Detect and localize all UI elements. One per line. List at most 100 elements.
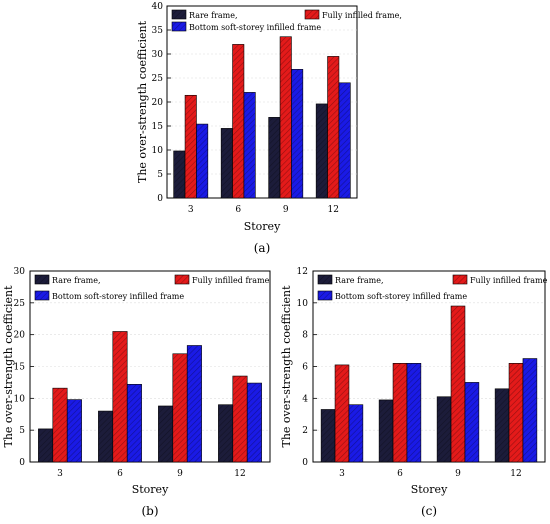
y-tick-label: 25 [14, 299, 26, 309]
y-tick-label: 15 [152, 122, 164, 132]
bar-hatch [172, 353, 188, 462]
bar-hatch [112, 331, 128, 462]
legend-swatch-hatch [175, 275, 189, 284]
y-tick-label: 20 [152, 98, 164, 108]
bar-hatch [98, 411, 113, 462]
y-tick-label: 0 [302, 458, 308, 468]
y-tick-label: 25 [152, 74, 164, 84]
y-axis-title: The over-strength coefficient [280, 285, 293, 448]
y-axis-title: The over-strength coefficient [2, 285, 15, 448]
legend-swatch-hatch [172, 10, 186, 19]
bar-hatch [291, 69, 303, 198]
x-tick-label: 9 [455, 469, 461, 479]
y-tick-label: 10 [152, 146, 164, 156]
x-tick-label: 12 [510, 469, 521, 479]
bar-hatch [67, 399, 82, 462]
bar-hatch [187, 345, 202, 462]
y-tick-label: 0 [19, 458, 25, 468]
bar-hatch [393, 363, 407, 462]
x-tick-label: 12 [234, 469, 245, 479]
y-tick-label: 5 [157, 170, 163, 180]
x-tick-label: 3 [57, 469, 63, 479]
y-tick-label: 10 [14, 394, 26, 404]
x-tick-label: 9 [177, 469, 183, 479]
bar-hatch [158, 405, 173, 462]
bar-hatch [247, 383, 262, 462]
y-tick-label: 20 [14, 331, 26, 341]
x-axis-title: Storey [132, 483, 169, 496]
bar-hatch [348, 404, 363, 462]
y-tick-label: 5 [19, 426, 25, 436]
legend-swatch-hatch [35, 275, 49, 284]
y-tick-label: 40 [152, 2, 164, 12]
bar-hatch [406, 363, 421, 462]
legend-label: Rare frame, [52, 276, 101, 285]
chart-panel-3: 0 2 4 6 8 10 12 3 6 9 12 Rare frame, Fully infilled … [280, 267, 548, 518]
legend-swatch-hatch [453, 275, 467, 284]
y-tick-label: 8 [302, 331, 308, 341]
legend-label: Fully infilled frame [470, 276, 548, 285]
bar-hatch [335, 364, 349, 462]
legend-swatch-hatch [318, 291, 332, 300]
bar-hatch [509, 363, 523, 462]
y-tick-label: 10 [297, 299, 309, 309]
bar-hatch [280, 36, 292, 198]
chart-panel-1: 0 5 10 15 20 25 30 35 40 3 6 9 12 Rare frame, Fully in… [136, 2, 402, 255]
y-tick-label: 12 [297, 267, 308, 277]
y-tick-label: 4 [302, 394, 308, 404]
bar-hatch [437, 396, 452, 462]
panel-label: (b) [141, 504, 158, 518]
y-tick-label: 30 [14, 267, 26, 277]
legend-label: Rare frame, [189, 11, 238, 20]
bar-hatch [464, 382, 479, 462]
bar-hatch [327, 56, 339, 199]
bar-hatch [38, 428, 53, 462]
bar-hatch [243, 92, 256, 198]
bar-hatch [185, 95, 197, 198]
y-tick-label: 30 [152, 50, 164, 60]
x-tick-label: 3 [339, 469, 345, 479]
legend-swatch-hatch [305, 10, 319, 19]
legend-label: Rare frame, [335, 276, 384, 285]
bar-hatch [127, 384, 142, 462]
bar-hatch [218, 404, 233, 462]
legend-label: Bottom soft-storey infilled frame [189, 23, 321, 32]
bar-hatch [321, 409, 336, 462]
x-tick-label: 3 [188, 205, 194, 215]
legend-label: Fully infilled frame, [322, 11, 402, 20]
x-axis-title: Storey [411, 483, 448, 496]
bar-hatch [451, 306, 465, 462]
panel-label: (c) [421, 504, 437, 518]
x-tick-label: 12 [328, 205, 339, 215]
bar-hatch [379, 399, 394, 462]
y-tick-label: 15 [14, 363, 26, 373]
bar-hatch [268, 117, 281, 198]
bar-hatch [522, 358, 537, 462]
bar-hatch [196, 124, 208, 198]
legend-swatch-hatch [35, 291, 49, 300]
legend-label: Fully infilled frame [192, 276, 270, 285]
panel-label: (a) [254, 241, 271, 255]
legend-label: Bottom soft-storey infilled frame [335, 292, 467, 301]
y-tick-label: 0 [157, 194, 163, 204]
bar-hatch [52, 388, 68, 462]
legend-swatch-hatch [172, 22, 186, 31]
x-axis-title: Storey [244, 220, 281, 233]
x-tick-label: 6 [397, 469, 403, 479]
legend-label: Bottom soft-storey infilled frame [52, 292, 184, 301]
bar-hatch [338, 82, 351, 198]
y-tick-label: 2 [302, 426, 308, 436]
bar-hatch [173, 150, 186, 198]
bar-hatch [232, 44, 244, 199]
legend-swatch-hatch [318, 275, 332, 284]
bar-hatch [221, 128, 233, 198]
y-tick-label: 6 [302, 363, 308, 373]
bar-hatch [316, 103, 328, 198]
x-tick-label: 6 [117, 469, 123, 479]
y-tick-label: 35 [152, 26, 164, 36]
y-axis-title: The over-strength coefficient [136, 20, 149, 183]
bar-hatch [232, 376, 248, 462]
x-tick-label: 9 [283, 205, 289, 215]
x-tick-label: 6 [235, 205, 241, 215]
